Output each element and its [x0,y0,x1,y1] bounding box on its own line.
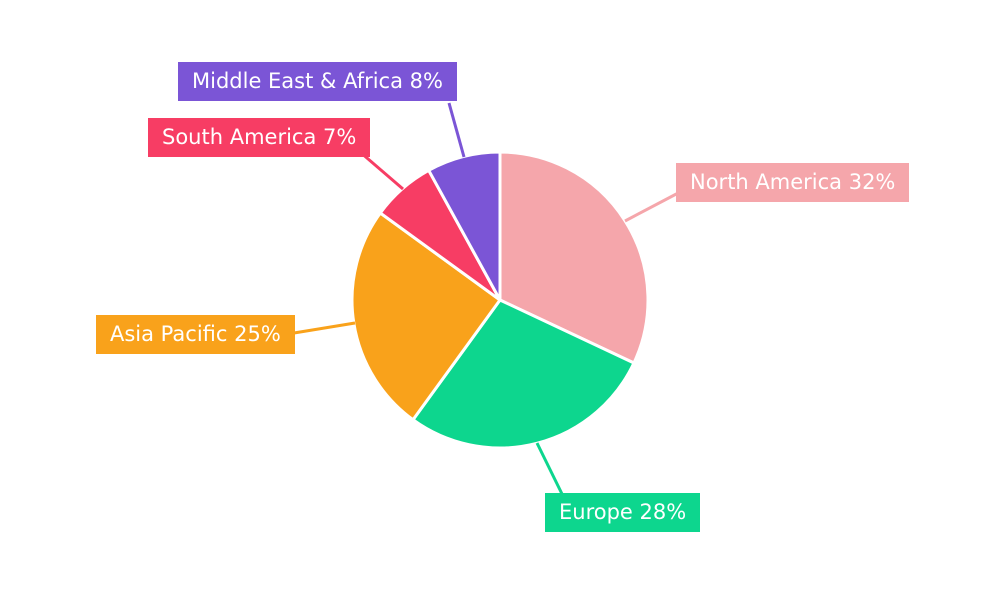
slice-label-europe: Europe 28% [545,493,701,532]
slice-label-middle-east-africa: Middle East & Africa 8% [178,62,457,101]
leader-line-south-america [359,150,404,191]
leader-line-asia-pacific [293,321,356,335]
leader-line-north-america [624,189,683,223]
leader-line-europe [535,442,565,497]
slice-label-south-america: South America 7% [148,118,371,157]
slice-label-asia-pacific: Asia Pacific 25% [96,315,295,354]
leader-line-middle-east-africa [447,102,466,158]
slice-label-north-america: North America 32% [676,163,910,202]
